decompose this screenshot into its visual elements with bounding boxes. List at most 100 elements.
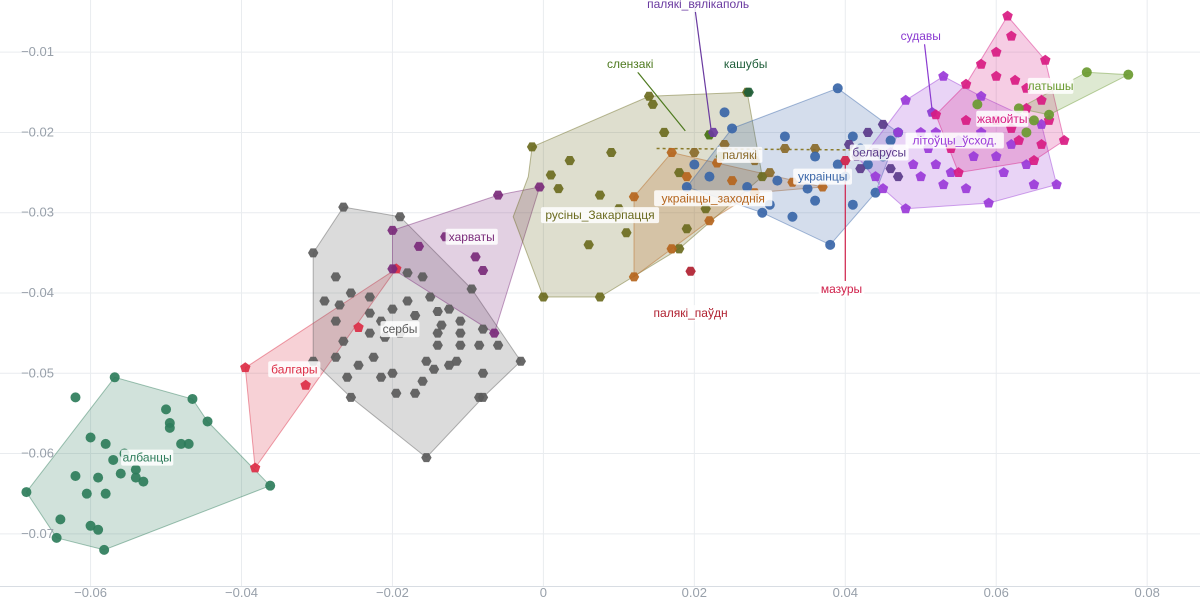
data-point xyxy=(334,300,345,310)
data-point xyxy=(265,480,276,491)
cluster-label-bg xyxy=(445,228,498,245)
data-point xyxy=(700,204,711,214)
cluster-label-text: палякі_вялікаполь xyxy=(647,0,749,11)
cluster-label-text: беларусы xyxy=(852,146,906,160)
cluster-label: кашубы xyxy=(722,56,769,73)
data-point xyxy=(330,316,341,326)
data-point xyxy=(443,304,455,314)
annotation-line xyxy=(923,44,933,111)
data-point xyxy=(99,544,110,555)
cluster-label-text: сербы xyxy=(383,322,418,336)
cluster-label-bg xyxy=(898,28,944,45)
data-point xyxy=(455,316,466,326)
data-point xyxy=(183,438,194,449)
data-point xyxy=(364,292,375,302)
data-point xyxy=(342,372,353,382)
data-point xyxy=(455,340,466,350)
data-point xyxy=(85,432,96,443)
data-point xyxy=(364,328,375,338)
data-point xyxy=(409,388,421,398)
cluster-label-bg xyxy=(793,168,852,185)
data-point xyxy=(757,207,768,218)
cluster-label: беларусы xyxy=(849,144,909,161)
data-point xyxy=(983,197,994,208)
cluster-label-text: балгары xyxy=(271,362,317,376)
data-point xyxy=(85,520,96,531)
cluster-label-text: кашубы xyxy=(724,57,767,71)
data-point xyxy=(674,244,685,254)
data-point xyxy=(915,171,926,182)
cluster-label-text: палякі xyxy=(722,148,757,162)
data-point xyxy=(161,404,172,415)
data-point xyxy=(930,109,942,120)
cluster-label: балгары xyxy=(268,361,321,378)
data-point xyxy=(1036,94,1047,105)
data-point xyxy=(742,182,753,193)
cluster-label: жамойты xyxy=(976,110,1029,127)
cluster-label: украінцы_заходнія xyxy=(654,190,773,207)
cluster-label: албанцы xyxy=(121,449,174,466)
data-point xyxy=(451,356,462,366)
y-tick-label: −0.06 xyxy=(21,446,54,461)
data-point xyxy=(240,362,251,373)
data-point xyxy=(832,159,843,170)
data-point xyxy=(674,168,685,178)
data-point xyxy=(477,368,489,378)
data-point xyxy=(855,164,866,174)
data-point xyxy=(345,288,357,298)
x-tick-label: −0.06 xyxy=(74,585,107,600)
cluster-hulls xyxy=(25,15,1131,551)
data-point xyxy=(492,190,504,200)
cluster-label-text: літоўцы_ўсход. xyxy=(912,133,997,147)
data-point xyxy=(885,164,896,174)
data-point xyxy=(719,107,730,118)
data-point xyxy=(809,144,821,153)
data-point xyxy=(428,364,440,374)
data-point xyxy=(1009,74,1021,85)
cluster-label-bg xyxy=(1027,77,1074,94)
data-point xyxy=(526,142,538,152)
data-point xyxy=(666,244,677,254)
data-point xyxy=(466,284,477,294)
data-point xyxy=(436,320,447,330)
data-point xyxy=(474,340,485,350)
x-tick-label: 0.08 xyxy=(1135,585,1160,600)
data-point xyxy=(477,266,489,275)
data-point xyxy=(1036,118,1047,129)
data-point xyxy=(455,328,466,338)
cluster-label-bg xyxy=(905,132,1004,149)
data-point xyxy=(681,182,692,193)
cluster-label-text: слензакі xyxy=(607,57,653,71)
cluster-label-bg xyxy=(818,281,865,297)
data-point xyxy=(1058,135,1070,145)
x-tick-label: 0.02 xyxy=(682,585,707,600)
data-point xyxy=(1028,115,1039,126)
data-point xyxy=(1040,54,1051,65)
data-point xyxy=(308,248,319,258)
data-point xyxy=(1006,139,1017,149)
data-point xyxy=(81,488,92,499)
y-tick-label: −0.03 xyxy=(21,205,54,220)
cluster-labels: албанцы балгары сербы харваты русіны_Закарпа… xyxy=(121,0,1073,466)
data-point xyxy=(628,192,640,202)
data-point xyxy=(659,127,670,137)
cluster-label: харваты xyxy=(445,228,498,245)
data-point xyxy=(764,168,775,178)
data-point xyxy=(432,340,443,350)
data-point xyxy=(689,148,700,157)
data-point xyxy=(394,212,406,222)
data-point xyxy=(534,182,545,192)
data-point xyxy=(583,240,594,250)
data-point xyxy=(945,167,957,177)
data-point xyxy=(930,159,942,169)
data-point xyxy=(130,464,141,475)
x-tick-label: 0.06 xyxy=(984,585,1009,600)
data-point xyxy=(810,151,821,162)
data-point xyxy=(387,264,398,274)
data-point xyxy=(900,203,911,214)
data-point xyxy=(885,135,896,146)
data-point xyxy=(704,171,715,182)
data-point xyxy=(176,438,187,449)
data-point xyxy=(704,216,715,226)
